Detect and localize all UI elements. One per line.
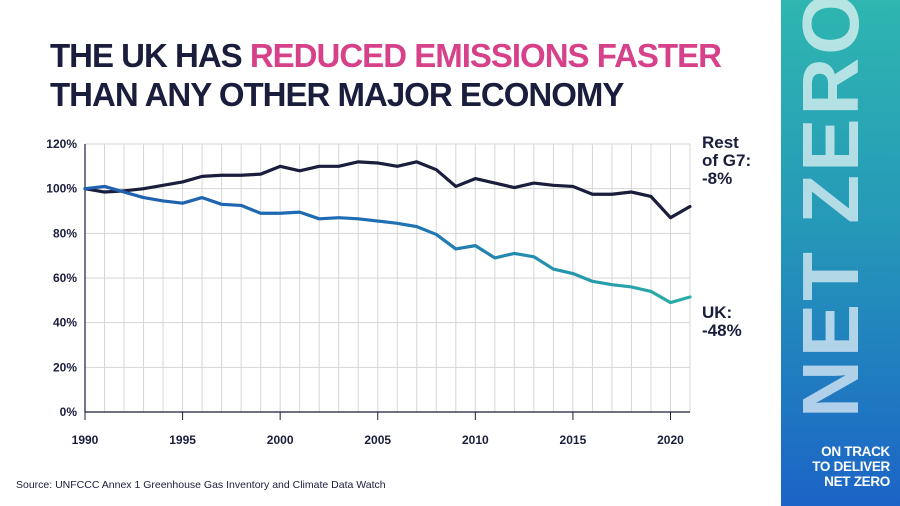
- x-tick-label: 1990: [72, 433, 99, 447]
- point-rest-of-g7-2011: [494, 182, 496, 184]
- point-uk-1996: [201, 196, 203, 198]
- tagline-line-1: ON TRACK: [821, 444, 890, 459]
- point-uk-2005: [377, 220, 379, 222]
- y-tick-label: 120%: [46, 137, 77, 151]
- x-tick-label: 2020: [657, 433, 684, 447]
- title-part1: THE UK HAS: [50, 37, 250, 74]
- point-uk-2011: [494, 257, 496, 259]
- point-rest-of-g7-2012: [513, 186, 515, 188]
- series-line-uk: [83, 184, 692, 305]
- point-rest-of-g7-2000: [279, 165, 281, 167]
- point-rest-of-g7-2021: [689, 205, 691, 207]
- point-uk-2013: [533, 256, 535, 258]
- point-uk-2017: [611, 284, 613, 286]
- x-tick-label: 2005: [364, 433, 391, 447]
- y-tick-label: 20%: [53, 360, 77, 374]
- point-rest-of-g7-1996: [201, 175, 203, 177]
- point-uk-2018: [630, 286, 632, 288]
- point-rest-of-g7-1993: [142, 187, 144, 189]
- point-rest-of-g7-2009: [455, 185, 457, 187]
- y-tick-label: 60%: [53, 271, 77, 285]
- point-uk-1992: [123, 191, 125, 193]
- point-uk-1994: [162, 200, 164, 202]
- point-rest-of-g7-2008: [435, 168, 437, 170]
- point-uk-2012: [513, 252, 515, 254]
- point-rest-of-g7-2018: [630, 191, 632, 193]
- point-uk-2020: [669, 301, 671, 303]
- y-tick-label: 40%: [53, 316, 77, 330]
- point-uk-2009: [455, 248, 457, 250]
- point-uk-1990: [84, 187, 86, 189]
- source-note: Source: UNFCCC Annex 1 Greenhouse Gas In…: [16, 479, 386, 491]
- point-rest-of-g7-2020: [669, 217, 671, 219]
- net-zero-sidebar: NET ZERO ON TRACK TO DELIVER NET ZERO: [781, 0, 900, 506]
- point-rest-of-g7-1994: [162, 184, 164, 186]
- point-uk-2002: [318, 218, 320, 220]
- point-rest-of-g7-1991: [103, 191, 105, 193]
- point-uk-1995: [181, 202, 183, 204]
- point-rest-of-g7-1998: [240, 174, 242, 176]
- point-uk-1998: [240, 204, 242, 206]
- y-tick-label: 80%: [53, 226, 77, 240]
- point-uk-2001: [298, 211, 300, 213]
- point-uk-2000: [279, 212, 281, 214]
- point-uk-1997: [220, 203, 222, 205]
- point-rest-of-g7-2007: [416, 161, 418, 163]
- on-track-tagline: ON TRACK TO DELIVER NET ZERO: [812, 444, 890, 489]
- y-tick-label: 100%: [46, 182, 77, 196]
- point-rest-of-g7-2016: [591, 193, 593, 195]
- x-tick-label: 2015: [560, 433, 587, 447]
- point-uk-2016: [591, 280, 593, 282]
- x-tick-label: 2000: [267, 433, 294, 447]
- point-rest-of-g7-2005: [377, 162, 379, 164]
- point-uk-2007: [416, 225, 418, 227]
- point-rest-of-g7-2006: [396, 165, 398, 167]
- x-tick-label: 1995: [169, 433, 196, 447]
- point-rest-of-g7-2015: [572, 185, 574, 187]
- tagline-line-3: NET ZERO: [824, 474, 890, 489]
- title-line2: THAN ANY OTHER MAJOR ECONOMY: [50, 76, 624, 113]
- emissions-line-chart: 0% 20% 40% 60% 80% 100% 120% 1990 1995 2000 2005 20…: [46, 133, 751, 447]
- point-rest-of-g7-2001: [298, 170, 300, 172]
- net-zero-vertical-text: NET ZERO: [786, 0, 875, 418]
- end-label-uk: -48%: [702, 321, 742, 340]
- end-label-rest-of-g7: Rest: [702, 133, 739, 152]
- point-uk-2019: [650, 290, 652, 292]
- point-uk-2010: [474, 244, 476, 246]
- point-uk-2003: [338, 217, 340, 219]
- title-highlight: REDUCED EMISSIONS FASTER: [249, 37, 722, 74]
- point-uk-1999: [259, 212, 261, 214]
- point-uk-2014: [552, 268, 554, 270]
- end-label-rest-of-g7: -8%: [702, 169, 732, 188]
- point-rest-of-g7-2002: [318, 165, 320, 167]
- tagline-line-2: TO DELIVER: [812, 459, 890, 474]
- point-uk-1993: [142, 196, 144, 198]
- point-rest-of-g7-2004: [357, 161, 359, 163]
- point-rest-of-g7-2003: [338, 165, 340, 167]
- point-rest-of-g7-2013: [533, 182, 535, 184]
- point-uk-1991: [103, 185, 105, 187]
- tick-labels: 0% 20% 40% 60% 80% 100% 120% 1990 1995 2000 2005 20…: [46, 137, 684, 447]
- page-title: THE UK HAS REDUCED EMISSIONS FASTER THAN …: [50, 36, 722, 114]
- end-label-uk: UK:: [702, 303, 732, 322]
- point-rest-of-g7-2010: [474, 177, 476, 179]
- point-rest-of-g7-2017: [611, 193, 613, 195]
- point-uk-2015: [572, 272, 574, 274]
- series-lines: [83, 160, 692, 305]
- point-rest-of-g7-2014: [552, 184, 554, 186]
- point-rest-of-g7-1995: [181, 181, 183, 183]
- grid-lines: [84, 143, 691, 413]
- y-tick-label: 0%: [60, 405, 78, 419]
- end-label-rest-of-g7: of G7:: [702, 151, 751, 170]
- point-rest-of-g7-1999: [259, 173, 261, 175]
- point-uk-2021: [689, 296, 691, 298]
- point-rest-of-g7-2019: [650, 195, 652, 197]
- point-rest-of-g7-1997: [220, 174, 222, 176]
- point-uk-2006: [396, 222, 398, 224]
- point-uk-2004: [357, 218, 359, 220]
- point-uk-2008: [435, 233, 437, 235]
- series-line-rest-of-g7: [83, 160, 692, 220]
- x-tick-label: 2010: [462, 433, 489, 447]
